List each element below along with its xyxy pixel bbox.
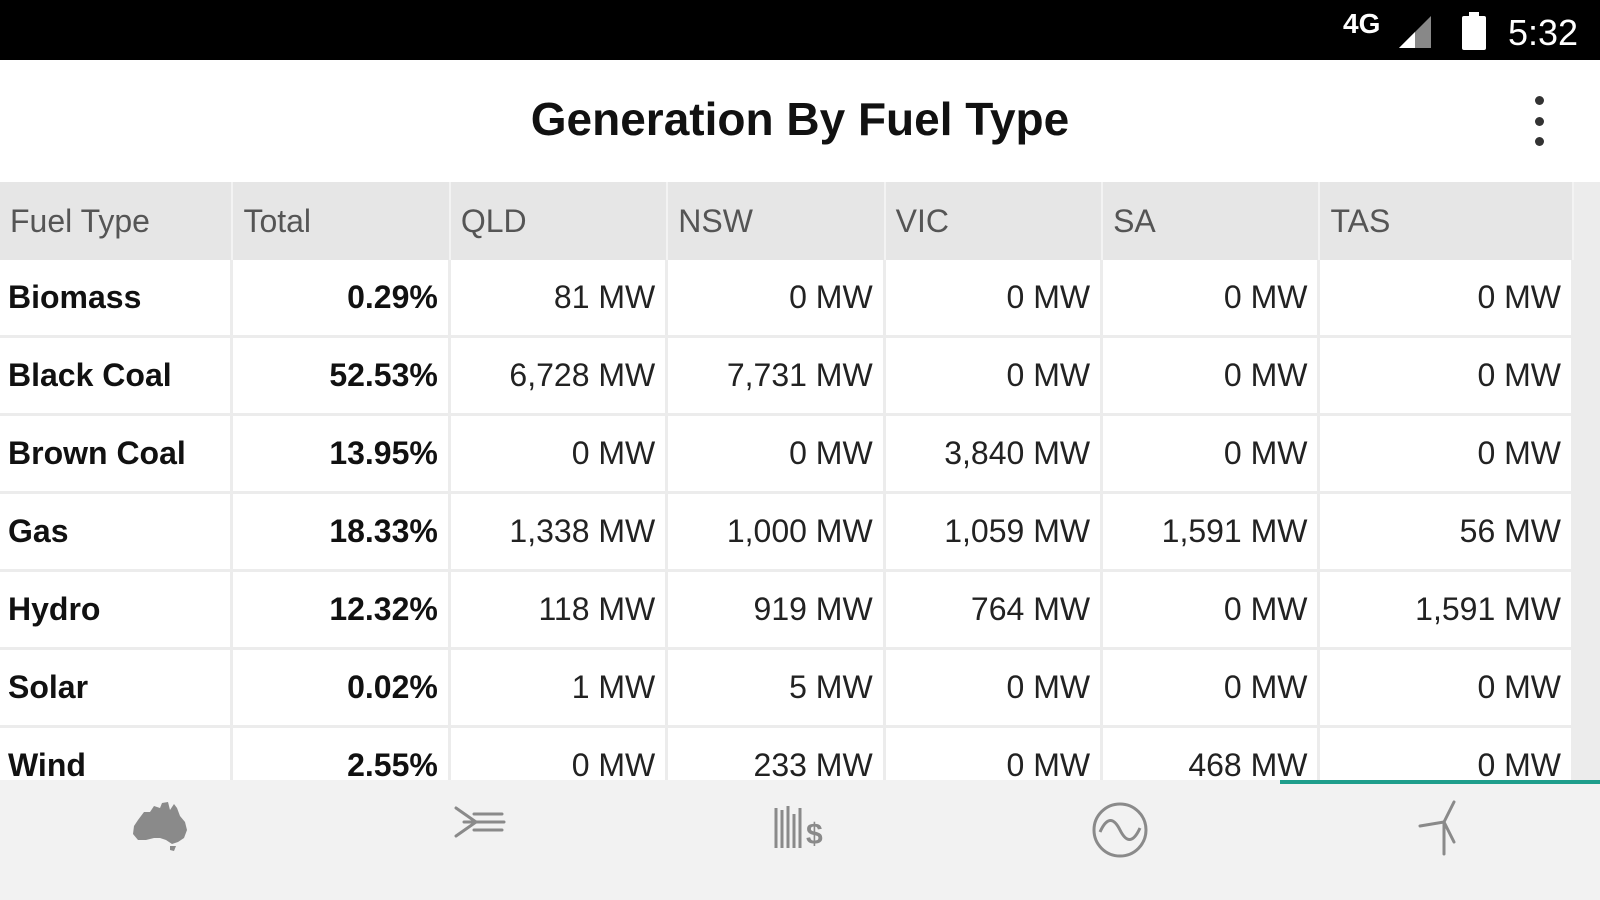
vic-cell: 0 MW — [885, 338, 1104, 416]
sa-cell: 0 MW — [1103, 338, 1321, 416]
wind-turbine-icon — [1410, 800, 1470, 856]
price-chart-icon: $ — [770, 800, 830, 852]
tas-cell: 0 MW — [1320, 338, 1574, 416]
table-row: Solar 0.02% 1 MW 5 MW 0 MW 0 MW 0 MW — [0, 650, 1574, 728]
tas-cell: 0 MW — [1320, 260, 1574, 338]
total-cell: 18.33% — [233, 494, 451, 572]
qld-cell: 1,338 MW — [450, 494, 669, 572]
nsw-cell: 7,731 MW — [668, 338, 886, 416]
sa-cell: 0 MW — [1103, 416, 1321, 494]
australia-map-icon — [130, 800, 190, 852]
bottom-navigation: $ — [0, 780, 1600, 900]
frequency-wave-icon — [1090, 800, 1150, 860]
total-cell: 13.95% — [233, 416, 451, 494]
signal-icon — [1397, 14, 1433, 55]
tas-cell: 0 MW — [1320, 650, 1574, 728]
header-vic: VIC — [885, 182, 1104, 260]
fuel-type-cell: Black Coal — [0, 338, 234, 416]
fuel-type-cell: Wind — [0, 728, 234, 780]
sa-cell: 0 MW — [1103, 650, 1321, 728]
tas-cell: 0 MW — [1320, 728, 1574, 780]
nsw-cell: 5 MW — [668, 650, 886, 728]
status-bar: 4G 5:32 — [0, 0, 1600, 60]
total-cell: 0.29% — [233, 260, 451, 338]
nsw-cell: 0 MW — [668, 416, 886, 494]
nsw-cell: 233 MW — [668, 728, 886, 780]
header-total: Total — [233, 182, 451, 260]
table-row: Hydro 12.32% 118 MW 919 MW 764 MW 0 MW 1… — [0, 572, 1574, 650]
fuel-type-cell: Solar — [0, 650, 234, 728]
fuel-type-cell: Hydro — [0, 572, 234, 650]
sa-cell: 0 MW — [1103, 260, 1321, 338]
app-bar: Generation By Fuel Type — [0, 60, 1600, 182]
active-tab-indicator — [1280, 780, 1600, 784]
tas-cell: 56 MW — [1320, 494, 1574, 572]
battery-icon — [1462, 12, 1486, 55]
clock: 5:32 — [1508, 12, 1579, 53]
sa-cell: 1,591 MW — [1103, 494, 1321, 572]
tab-map[interactable] — [0, 780, 320, 900]
table-row: Biomass 0.29% 81 MW 0 MW 0 MW 0 MW 0 MW — [0, 260, 1574, 338]
total-cell: 0.02% — [233, 650, 451, 728]
header-nsw: NSW — [668, 182, 886, 260]
total-cell: 52.53% — [233, 338, 451, 416]
fuel-type-cell: Gas — [0, 494, 234, 572]
vic-cell: 0 MW — [885, 260, 1104, 338]
table-row: Black Coal 52.53% 6,728 MW 7,731 MW 0 MW… — [0, 338, 1574, 416]
table-row: Brown Coal 13.95% 0 MW 0 MW 3,840 MW 0 M… — [0, 416, 1574, 494]
qld-cell: 6,728 MW — [450, 338, 669, 416]
interconnector-icon — [452, 800, 508, 844]
overflow-menu-icon[interactable] — [1524, 96, 1554, 146]
vic-cell: 3,840 MW — [885, 416, 1104, 494]
fuel-type-cell: Biomass — [0, 260, 234, 338]
sa-cell: 0 MW — [1103, 572, 1321, 650]
generation-table[interactable]: Fuel Type Total QLD NSW VIC SA TAS Bioma… — [0, 182, 1600, 780]
network-type: 4G — [1343, 8, 1381, 39]
tab-frequency[interactable] — [960, 780, 1280, 900]
vic-cell: 0 MW — [885, 728, 1104, 780]
nsw-cell: 0 MW — [668, 260, 886, 338]
total-cell: 12.32% — [233, 572, 451, 650]
header-tas: TAS — [1320, 182, 1574, 260]
qld-cell: 0 MW — [450, 728, 669, 780]
tab-interconnectors[interactable] — [320, 780, 640, 900]
table-header-row: Fuel Type Total QLD NSW VIC SA TAS — [0, 182, 1574, 260]
header-sa: SA — [1103, 182, 1321, 260]
sa-cell: 468 MW — [1103, 728, 1321, 780]
qld-cell: 1 MW — [450, 650, 669, 728]
vic-cell: 1,059 MW — [885, 494, 1104, 572]
tas-cell: 0 MW — [1320, 416, 1574, 494]
header-fuel-type: Fuel Type — [0, 182, 234, 260]
tab-prices[interactable]: $ — [640, 780, 960, 900]
tas-cell: 1,591 MW — [1320, 572, 1574, 650]
nsw-cell: 1,000 MW — [668, 494, 886, 572]
table-row: Wind 2.55% 0 MW 233 MW 0 MW 468 MW 0 MW — [0, 728, 1574, 780]
fuel-type-cell: Brown Coal — [0, 416, 234, 494]
page-title: Generation By Fuel Type — [530, 93, 1070, 145]
qld-cell: 0 MW — [450, 416, 669, 494]
svg-text:$: $ — [806, 818, 823, 851]
vic-cell: 0 MW — [885, 650, 1104, 728]
table-row: Gas 18.33% 1,338 MW 1,000 MW 1,059 MW 1,… — [0, 494, 1574, 572]
nsw-cell: 919 MW — [668, 572, 886, 650]
tab-generation[interactable] — [1280, 780, 1600, 900]
vic-cell: 764 MW — [885, 572, 1104, 650]
header-qld: QLD — [450, 182, 669, 260]
total-cell: 2.55% — [233, 728, 451, 780]
qld-cell: 81 MW — [450, 260, 669, 338]
qld-cell: 118 MW — [450, 572, 669, 650]
